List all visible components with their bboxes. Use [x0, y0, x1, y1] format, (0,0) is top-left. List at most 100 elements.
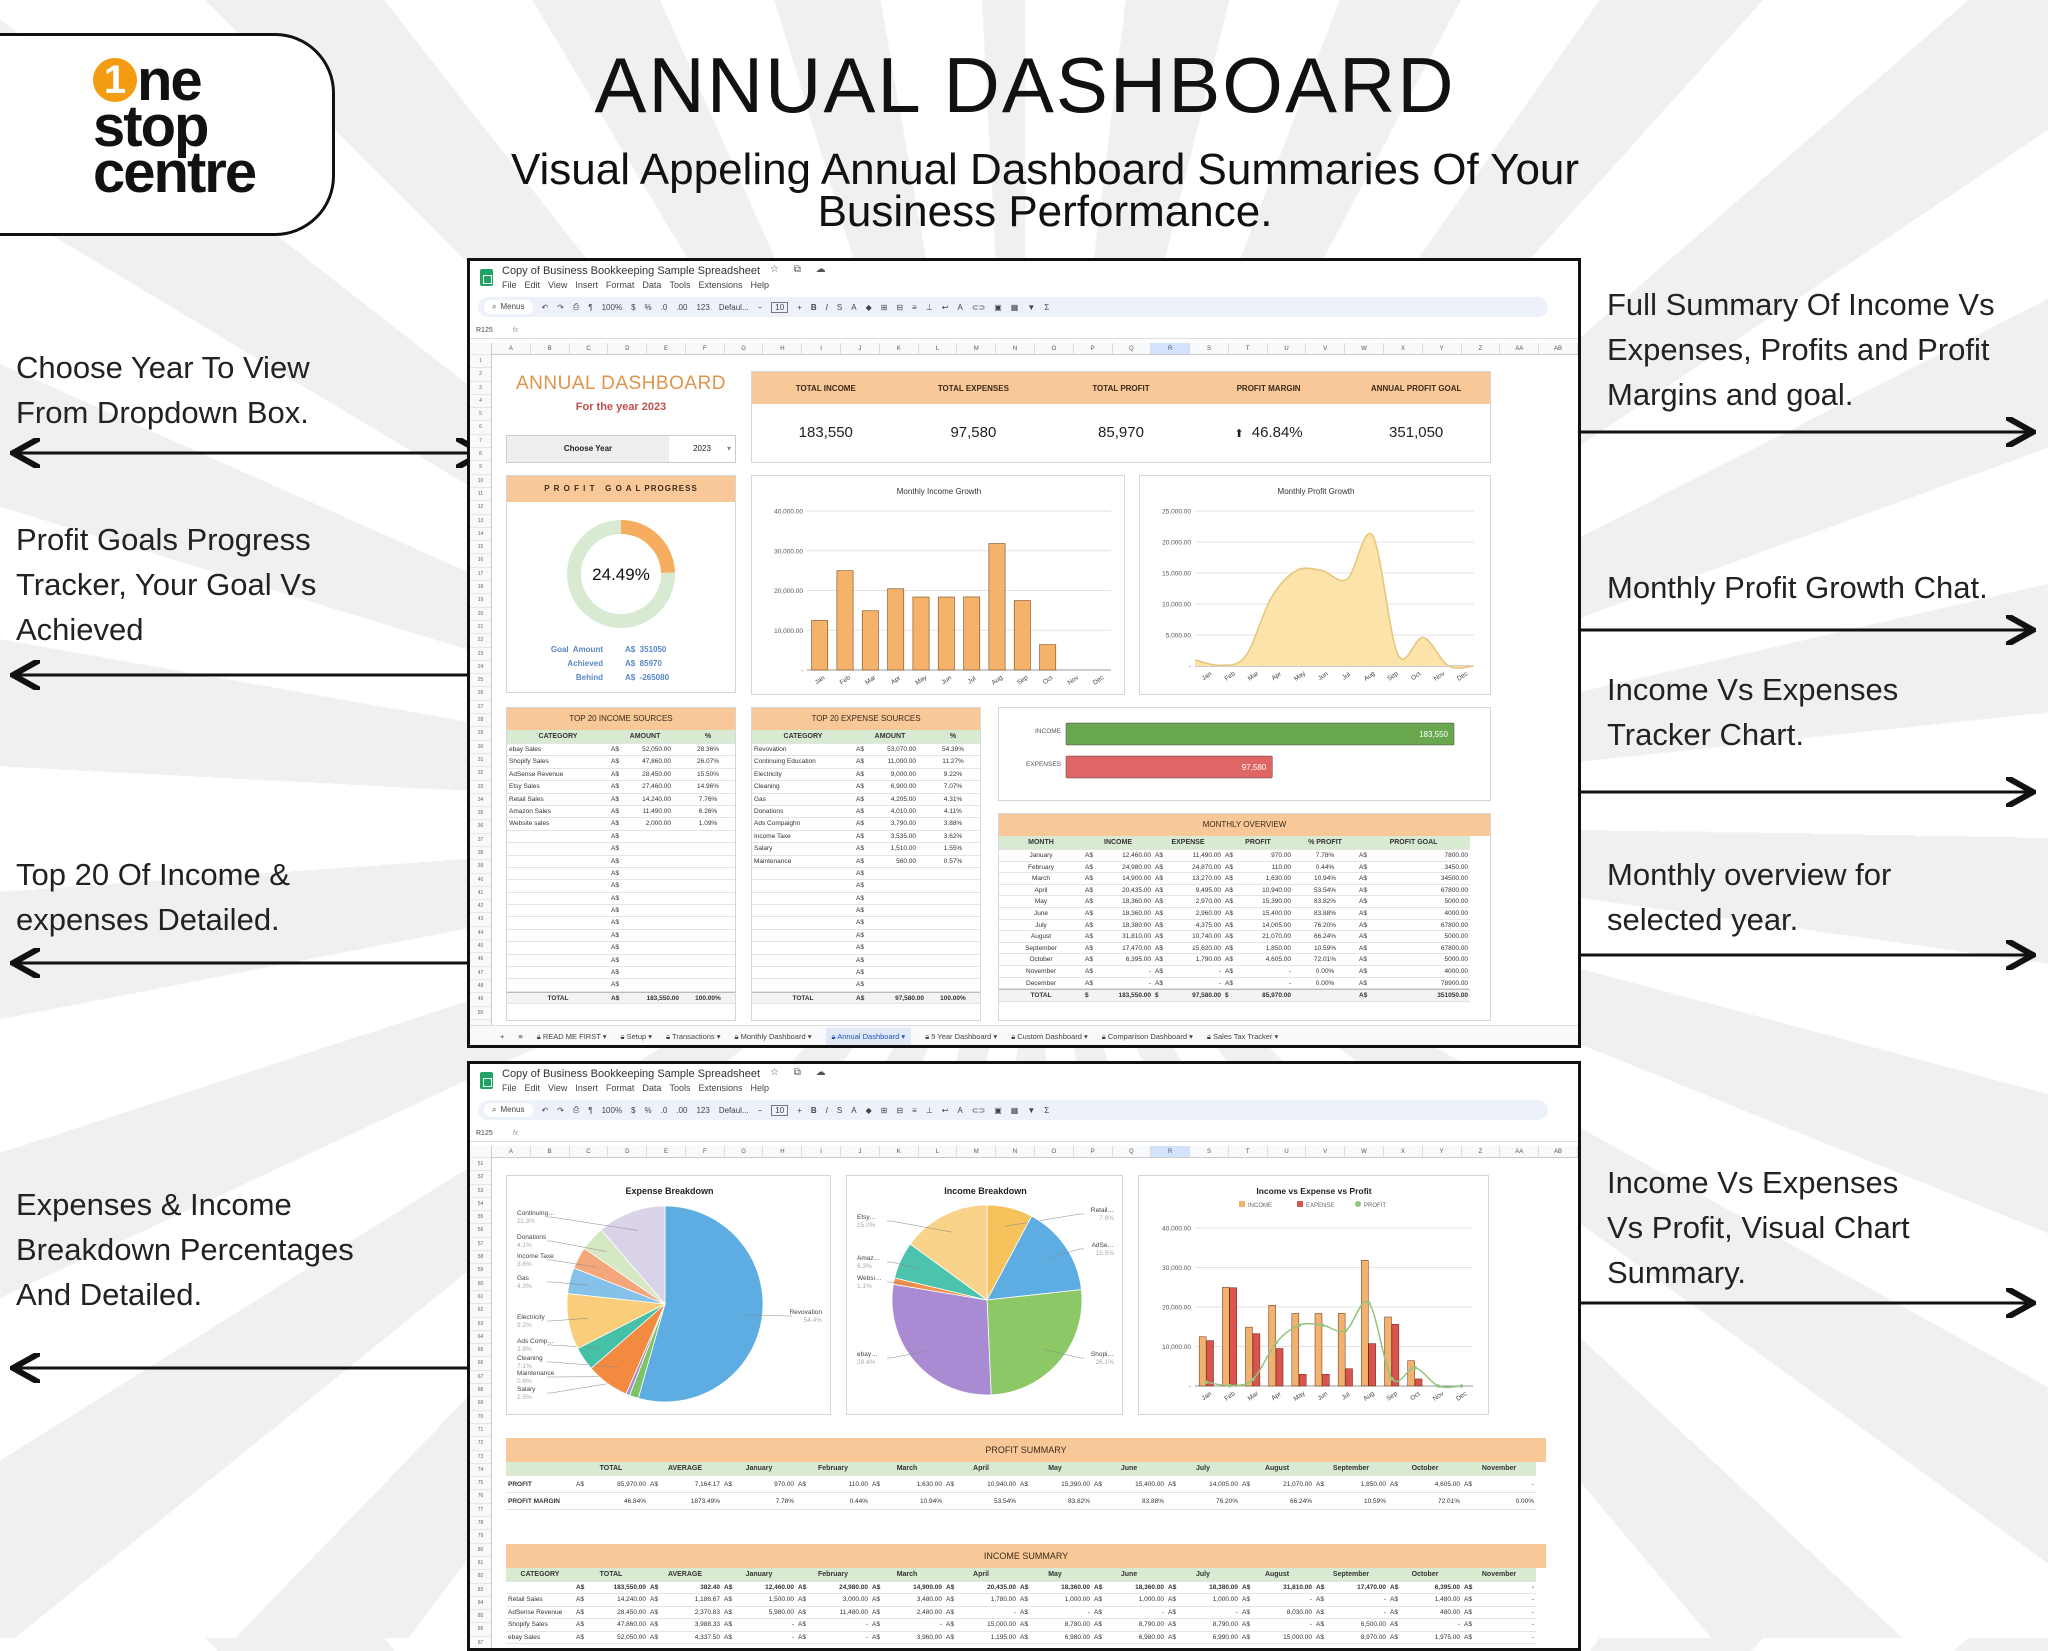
column-Z[interactable]: Z: [1462, 343, 1501, 354]
valign-icon[interactable]: ⊥: [926, 303, 933, 312]
column-AB[interactable]: AB: [1539, 343, 1578, 354]
row-number[interactable]: 40: [470, 874, 491, 887]
column-AA[interactable]: AA: [1500, 343, 1539, 354]
print-icon[interactable]: ⎙: [573, 302, 579, 312]
row-number[interactable]: 79: [470, 1530, 491, 1543]
link-icon[interactable]: ⊂⊃: [972, 1106, 985, 1115]
column-R[interactable]: R: [1151, 343, 1190, 354]
row-number[interactable]: 44: [470, 927, 491, 940]
menu-extensions[interactable]: Extensions: [698, 1083, 742, 1093]
sheet-tab[interactable]: 🔒︎ Transactions ▾: [666, 1032, 720, 1042]
column-X[interactable]: X: [1384, 1146, 1423, 1157]
row-number[interactable]: 14: [470, 528, 491, 541]
column-W[interactable]: W: [1345, 1146, 1384, 1157]
column-D[interactable]: D: [608, 343, 647, 354]
add-sheet-button[interactable]: +: [500, 1032, 504, 1041]
column-G[interactable]: G: [725, 1146, 764, 1157]
year-dropdown[interactable]: 2023▾: [669, 436, 735, 462]
sheet-tab[interactable]: 🔒︎ Setup ▾: [621, 1032, 653, 1042]
column-AB[interactable]: AB: [1539, 1146, 1578, 1157]
star-move-cloud-icons[interactable]: ☆ ⧉ ☁: [770, 1067, 832, 1078]
row-number[interactable]: 85: [470, 1610, 491, 1623]
row-number[interactable]: 50: [470, 1007, 491, 1020]
row-number[interactable]: 4: [470, 395, 491, 408]
row-number[interactable]: 19: [470, 594, 491, 607]
row-number[interactable]: 23: [470, 648, 491, 661]
paint-format-icon[interactable]: ¶: [588, 1106, 592, 1115]
font-size-increase-button[interactable]: +: [797, 303, 802, 312]
column-Y[interactable]: Y: [1423, 1146, 1462, 1157]
zoom-select[interactable]: 100%: [602, 303, 622, 312]
chart-icon[interactable]: ▦: [1011, 303, 1019, 312]
row-number[interactable]: 67: [470, 1371, 491, 1384]
row-number[interactable]: 15: [470, 541, 491, 554]
italic-icon[interactable]: I: [826, 1106, 828, 1115]
row-number[interactable]: 78: [470, 1517, 491, 1530]
row-number[interactable]: 47: [470, 967, 491, 980]
cell-reference[interactable]: R125: [476, 1130, 493, 1137]
row-number[interactable]: 81: [470, 1557, 491, 1570]
column-J[interactable]: J: [841, 1146, 880, 1157]
row-number[interactable]: 76: [470, 1490, 491, 1503]
column-T[interactable]: T: [1229, 1146, 1268, 1157]
text-color-icon[interactable]: A: [851, 303, 856, 312]
bold-icon[interactable]: B: [811, 303, 817, 312]
undo-icon[interactable]: ↶: [542, 1106, 549, 1115]
column-S[interactable]: S: [1190, 343, 1229, 354]
text-color-icon[interactable]: A: [851, 1106, 856, 1115]
row-number[interactable]: 51: [470, 1158, 491, 1171]
row-number[interactable]: 11: [470, 488, 491, 501]
column-G[interactable]: G: [725, 343, 764, 354]
column-E[interactable]: E: [647, 1146, 686, 1157]
column-P[interactable]: P: [1074, 343, 1113, 354]
row-number[interactable]: 36: [470, 820, 491, 833]
merge-icon[interactable]: ⊟: [896, 1106, 903, 1115]
row-number[interactable]: 59: [470, 1264, 491, 1277]
row-number[interactable]: 61: [470, 1291, 491, 1304]
align-icon[interactable]: ≡: [912, 303, 917, 312]
row-number[interactable]: 9: [470, 461, 491, 474]
row-number[interactable]: 32: [470, 767, 491, 780]
row-number[interactable]: 30: [470, 741, 491, 754]
column-AA[interactable]: AA: [1500, 1146, 1539, 1157]
row-number[interactable]: 49: [470, 993, 491, 1006]
row-number[interactable]: 27: [470, 701, 491, 714]
column-O[interactable]: O: [1035, 1146, 1074, 1157]
menu-format[interactable]: Format: [606, 1083, 635, 1093]
redo-icon[interactable]: ↷: [557, 303, 564, 312]
row-number[interactable]: 29: [470, 727, 491, 740]
column-D[interactable]: D: [608, 1146, 647, 1157]
row-number[interactable]: 83: [470, 1584, 491, 1597]
row-number[interactable]: 5: [470, 408, 491, 421]
row-number[interactable]: 87: [470, 1637, 491, 1650]
menu-data[interactable]: Data: [642, 1083, 661, 1093]
row-number[interactable]: 33: [470, 781, 491, 794]
link-icon[interactable]: ⊂⊃: [972, 303, 985, 312]
row-number[interactable]: 60: [470, 1278, 491, 1291]
column-B[interactable]: B: [531, 1146, 570, 1157]
menu-help[interactable]: Help: [750, 1083, 769, 1093]
row-number[interactable]: 69: [470, 1397, 491, 1410]
font-select[interactable]: Defaul...: [719, 303, 749, 312]
row-number[interactable]: 1: [470, 355, 491, 368]
decrease-decimal-icon[interactable]: .0: [661, 1106, 668, 1115]
row-number[interactable]: 48: [470, 980, 491, 993]
menu-extensions[interactable]: Extensions: [698, 280, 742, 290]
column-C[interactable]: C: [570, 343, 609, 354]
valign-icon[interactable]: ⊥: [926, 1106, 933, 1115]
row-number[interactable]: 71: [470, 1424, 491, 1437]
star-move-cloud-icons[interactable]: ☆ ⧉ ☁: [770, 264, 832, 275]
menu-file[interactable]: File: [502, 1083, 517, 1093]
document-title[interactable]: Copy of Business Bookkeeping Sample Spre…: [502, 265, 760, 277]
wrap-icon[interactable]: ↩: [942, 1106, 949, 1115]
percent-icon[interactable]: %: [645, 1106, 652, 1115]
align-icon[interactable]: ≡: [912, 1106, 917, 1115]
row-number[interactable]: 52: [470, 1171, 491, 1184]
row-number[interactable]: 82: [470, 1570, 491, 1583]
menu-data[interactable]: Data: [642, 280, 661, 290]
column-Q[interactable]: Q: [1113, 1146, 1152, 1157]
percent-icon[interactable]: %: [645, 303, 652, 312]
row-number[interactable]: 65: [470, 1344, 491, 1357]
column-M[interactable]: M: [957, 1146, 996, 1157]
sheet-tab[interactable]: 🔒︎ Annual Dashboard ▾: [826, 1028, 912, 1046]
